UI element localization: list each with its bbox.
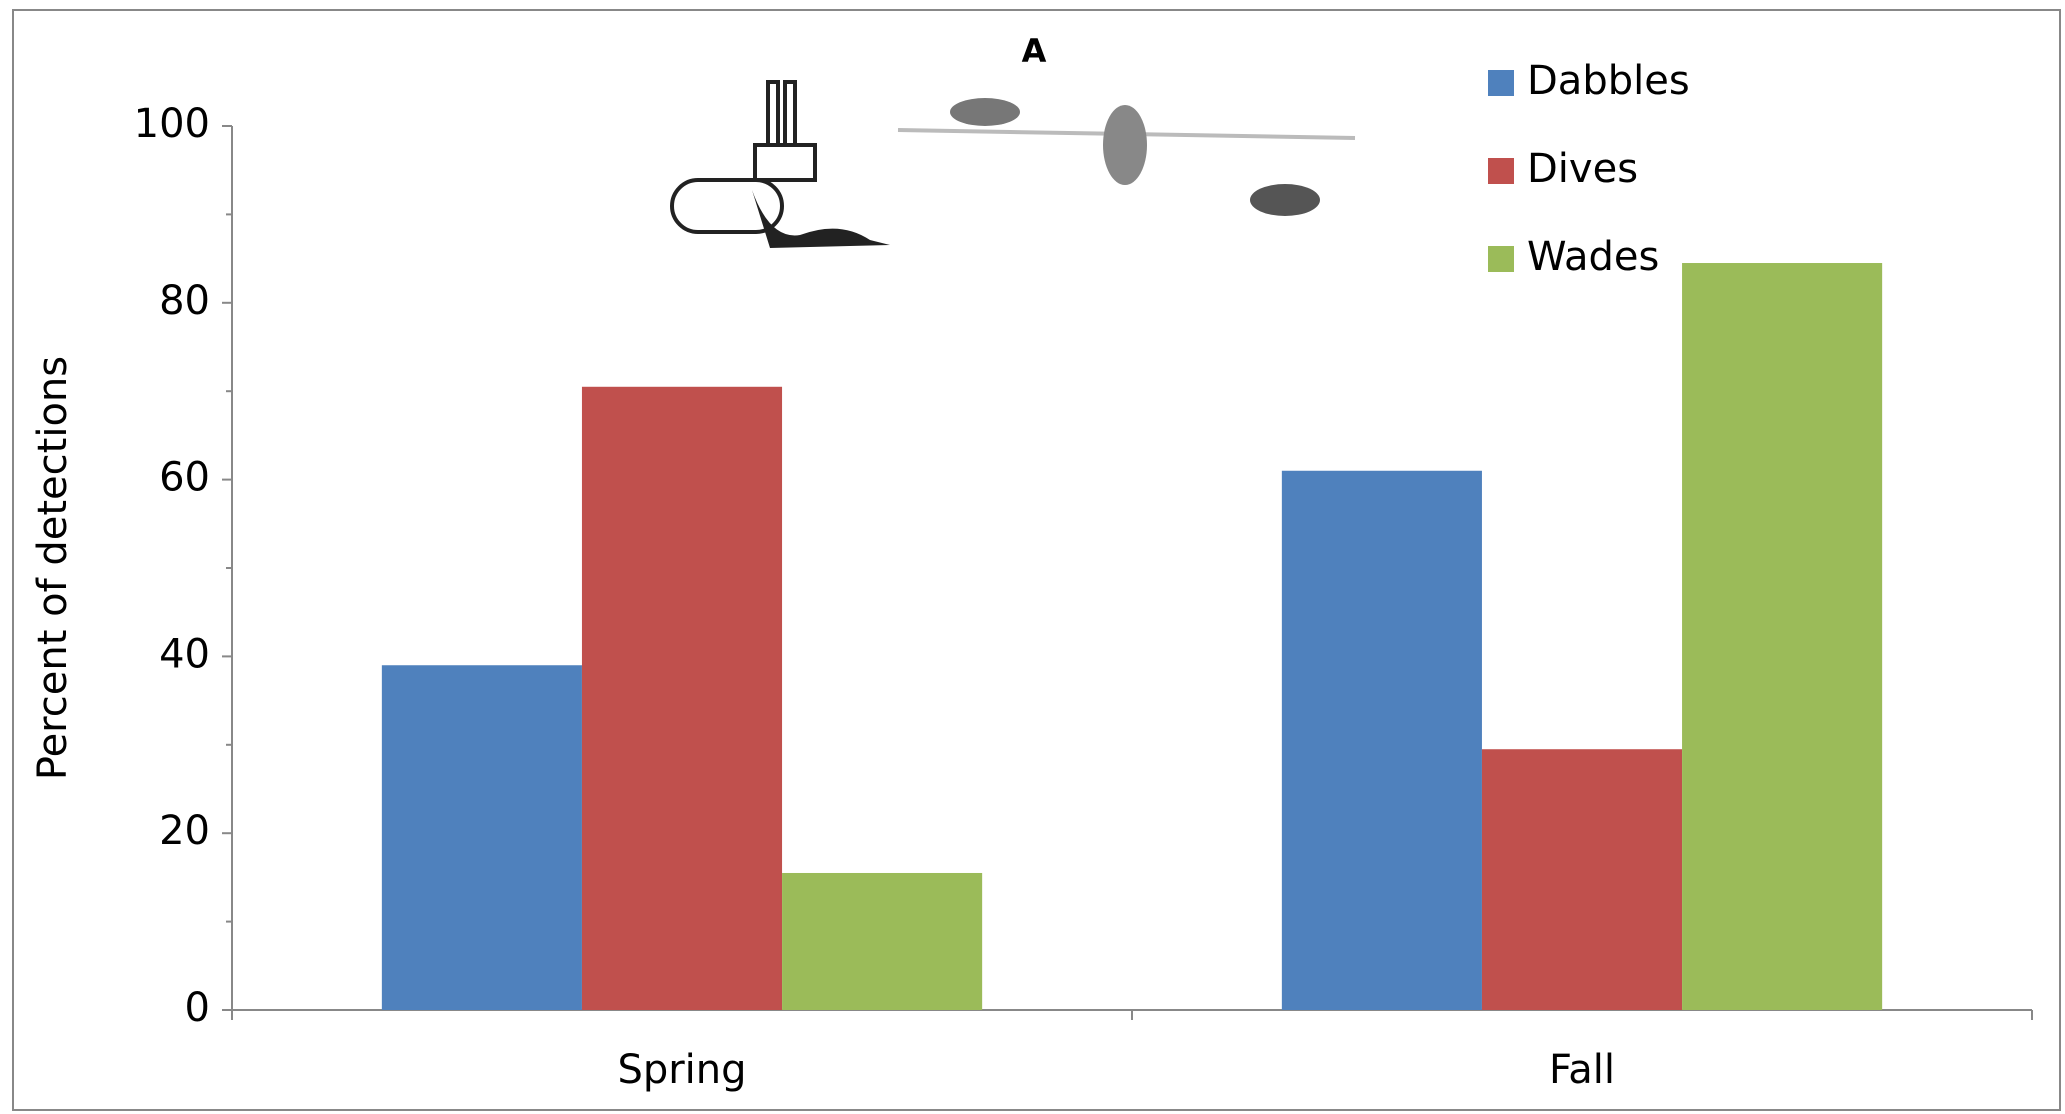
chart-title: A (1022, 32, 1047, 70)
y-tick-label: 0 (185, 985, 210, 1031)
bar (1682, 263, 1882, 1010)
y-tick-label: 40 (159, 631, 210, 677)
bar (582, 387, 782, 1010)
chart: A Percent of detections 0 20 40 60 80 100 Spri… (0, 0, 2065, 1114)
y-tick-label: 60 (159, 455, 210, 501)
bar (382, 665, 582, 1010)
legend-label: Dives (1527, 146, 1638, 192)
page: A Percent of detections 0 20 40 60 80 100 Spri… (0, 0, 2065, 1114)
legend-swatch (1488, 158, 1514, 184)
legend-swatch (1488, 246, 1514, 272)
y-axis-label: Percent of detections (30, 356, 76, 780)
legend-label: Wades (1527, 234, 1659, 280)
x-tick-label: Spring (617, 1047, 746, 1093)
legend-label: Dabbles (1527, 58, 1690, 104)
bar (1482, 749, 1682, 1010)
x-tick-label: Fall (1549, 1047, 1615, 1093)
legend-swatch (1488, 70, 1514, 96)
y-tick-label: 20 (159, 808, 210, 854)
y-tick-label: 100 (134, 101, 210, 147)
bar (1282, 471, 1482, 1010)
y-tick-label: 80 (159, 278, 210, 324)
bar (782, 873, 982, 1010)
